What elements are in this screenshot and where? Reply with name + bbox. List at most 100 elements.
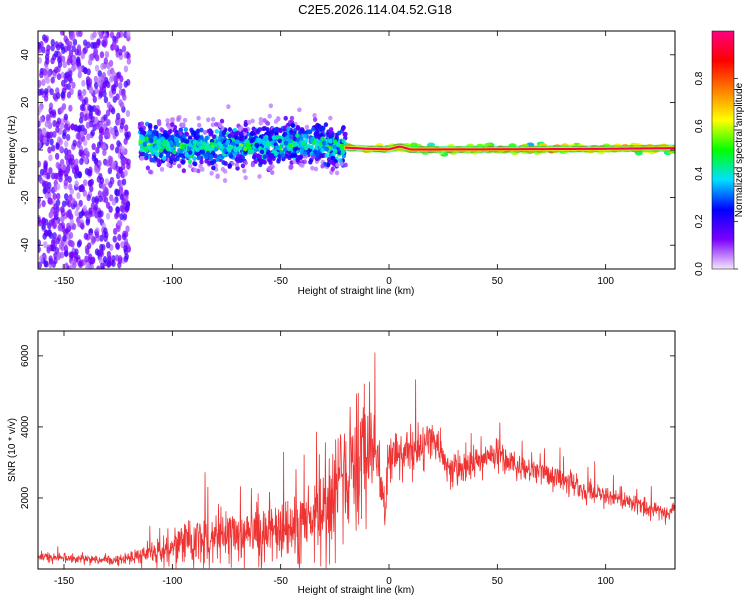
heatmap-cell (181, 168, 187, 174)
heatmap-cell (88, 87, 94, 95)
heatmap-cell (89, 105, 94, 113)
heatmap-cell (337, 130, 342, 136)
heatmap-cell (246, 120, 252, 125)
heatmap-cell (266, 130, 271, 135)
heatmap-cell (202, 129, 208, 135)
heatmap-cell (116, 31, 121, 39)
heatmap-cell (108, 156, 114, 164)
heatmap-cell (80, 124, 85, 132)
heatmap-cell (103, 57, 109, 65)
colorbar-tick-label: 0.0 (694, 262, 705, 276)
heatmap-cell (93, 75, 99, 83)
heatmap-cell (170, 122, 175, 128)
heatmap-cell (296, 125, 301, 131)
heatmap-cell (184, 131, 190, 137)
heatmap-cell (330, 155, 335, 161)
heatmap-cell (319, 153, 324, 159)
heatmap-cell (290, 122, 295, 128)
heatmap-cell (103, 196, 109, 204)
heatmap-cell (94, 64, 100, 72)
heatmap-cell (149, 138, 154, 144)
heatmap-cell (48, 197, 54, 205)
heatmap-cell (117, 234, 122, 242)
heatmap-cell (162, 139, 168, 145)
heatmap-cell (243, 122, 248, 128)
heatmap-cell (250, 130, 255, 136)
heatmap-cell (42, 128, 47, 136)
heatmap-cell (80, 185, 86, 193)
colorbar-frame (711, 30, 735, 270)
heatmap-cell (61, 163, 67, 171)
heatmap-cell (292, 146, 298, 152)
heatmap-cell (38, 196, 41, 204)
heatmap-cell (67, 54, 72, 62)
heatmap-cell (158, 147, 164, 153)
heatmap-cell (197, 122, 202, 128)
heatmap-cell (74, 180, 79, 188)
heatmap-cell (99, 234, 104, 242)
heatmap-cell (302, 151, 308, 157)
heatmap-cell (42, 68, 48, 76)
heatmap-cell (72, 139, 77, 147)
heatmap-cell (332, 144, 337, 150)
heatmap-cell (306, 143, 311, 149)
heatmap-cell (182, 117, 188, 123)
heatmap-cell (56, 73, 62, 81)
heatmap-cell (324, 153, 329, 158)
heatmap-cell (116, 140, 121, 148)
heatmap-cell (188, 142, 193, 148)
heatmap-cell (39, 168, 45, 176)
heatmap-cell (77, 138, 83, 146)
heatmap-cell (71, 197, 76, 205)
heatmap-cell (122, 93, 127, 101)
heatmap-cell (273, 127, 279, 132)
heatmap-cell (46, 246, 51, 254)
heatmap-cell (240, 163, 246, 169)
heatmap-cell (340, 126, 346, 131)
heatmap-cell (112, 95, 117, 103)
heatmap-cell (227, 133, 232, 139)
heatmap-cell (59, 169, 64, 177)
heatmap-cell (138, 127, 144, 133)
heatmap-cell (106, 101, 112, 109)
heatmap-cell (177, 163, 182, 169)
heatmap-cell (102, 40, 107, 48)
heatmap-cell (111, 160, 116, 168)
heatmap-cell (290, 153, 295, 159)
heatmap-cell (301, 140, 306, 146)
heatmap-cell (220, 166, 226, 172)
heatmap-cell (98, 195, 103, 203)
heatmap-cell (153, 149, 159, 155)
heatmap-cell (195, 147, 200, 153)
heatmap-cell (38, 261, 43, 269)
heatmap-y-tick-label: 20 (20, 96, 31, 108)
heatmap-cell (54, 66, 59, 74)
heatmap-cell (259, 149, 265, 155)
heatmap-cell (249, 149, 254, 155)
heatmap-cell (221, 130, 227, 136)
heatmap-cell (83, 232, 89, 240)
heatmap-cell (69, 218, 74, 226)
heatmap-cell (213, 142, 218, 148)
heatmap-cell (216, 154, 221, 160)
heatmap-cell (112, 235, 117, 243)
heatmap-cell (60, 43, 65, 51)
heatmap-cell (335, 162, 340, 168)
heatmap-cell (96, 38, 101, 46)
snr-y-tick-label: 2000 (20, 486, 31, 509)
heatmap-cell (229, 144, 234, 150)
heatmap-cell (85, 216, 91, 224)
heatmap-cell (67, 183, 73, 191)
heatmap-cell (57, 224, 63, 232)
heatmap-cell (119, 101, 125, 109)
heatmap-cell (139, 134, 144, 140)
heatmap-cell (280, 153, 286, 159)
heatmap-cell (93, 81, 99, 89)
heatmap-cell (104, 51, 110, 59)
heatmap-cell (49, 88, 54, 96)
heatmap-cell (126, 162, 131, 170)
heatmap-cell (78, 199, 83, 207)
heatmap-cell (63, 113, 69, 121)
heatmap-cell (297, 107, 302, 113)
heatmap-cell (206, 117, 211, 123)
